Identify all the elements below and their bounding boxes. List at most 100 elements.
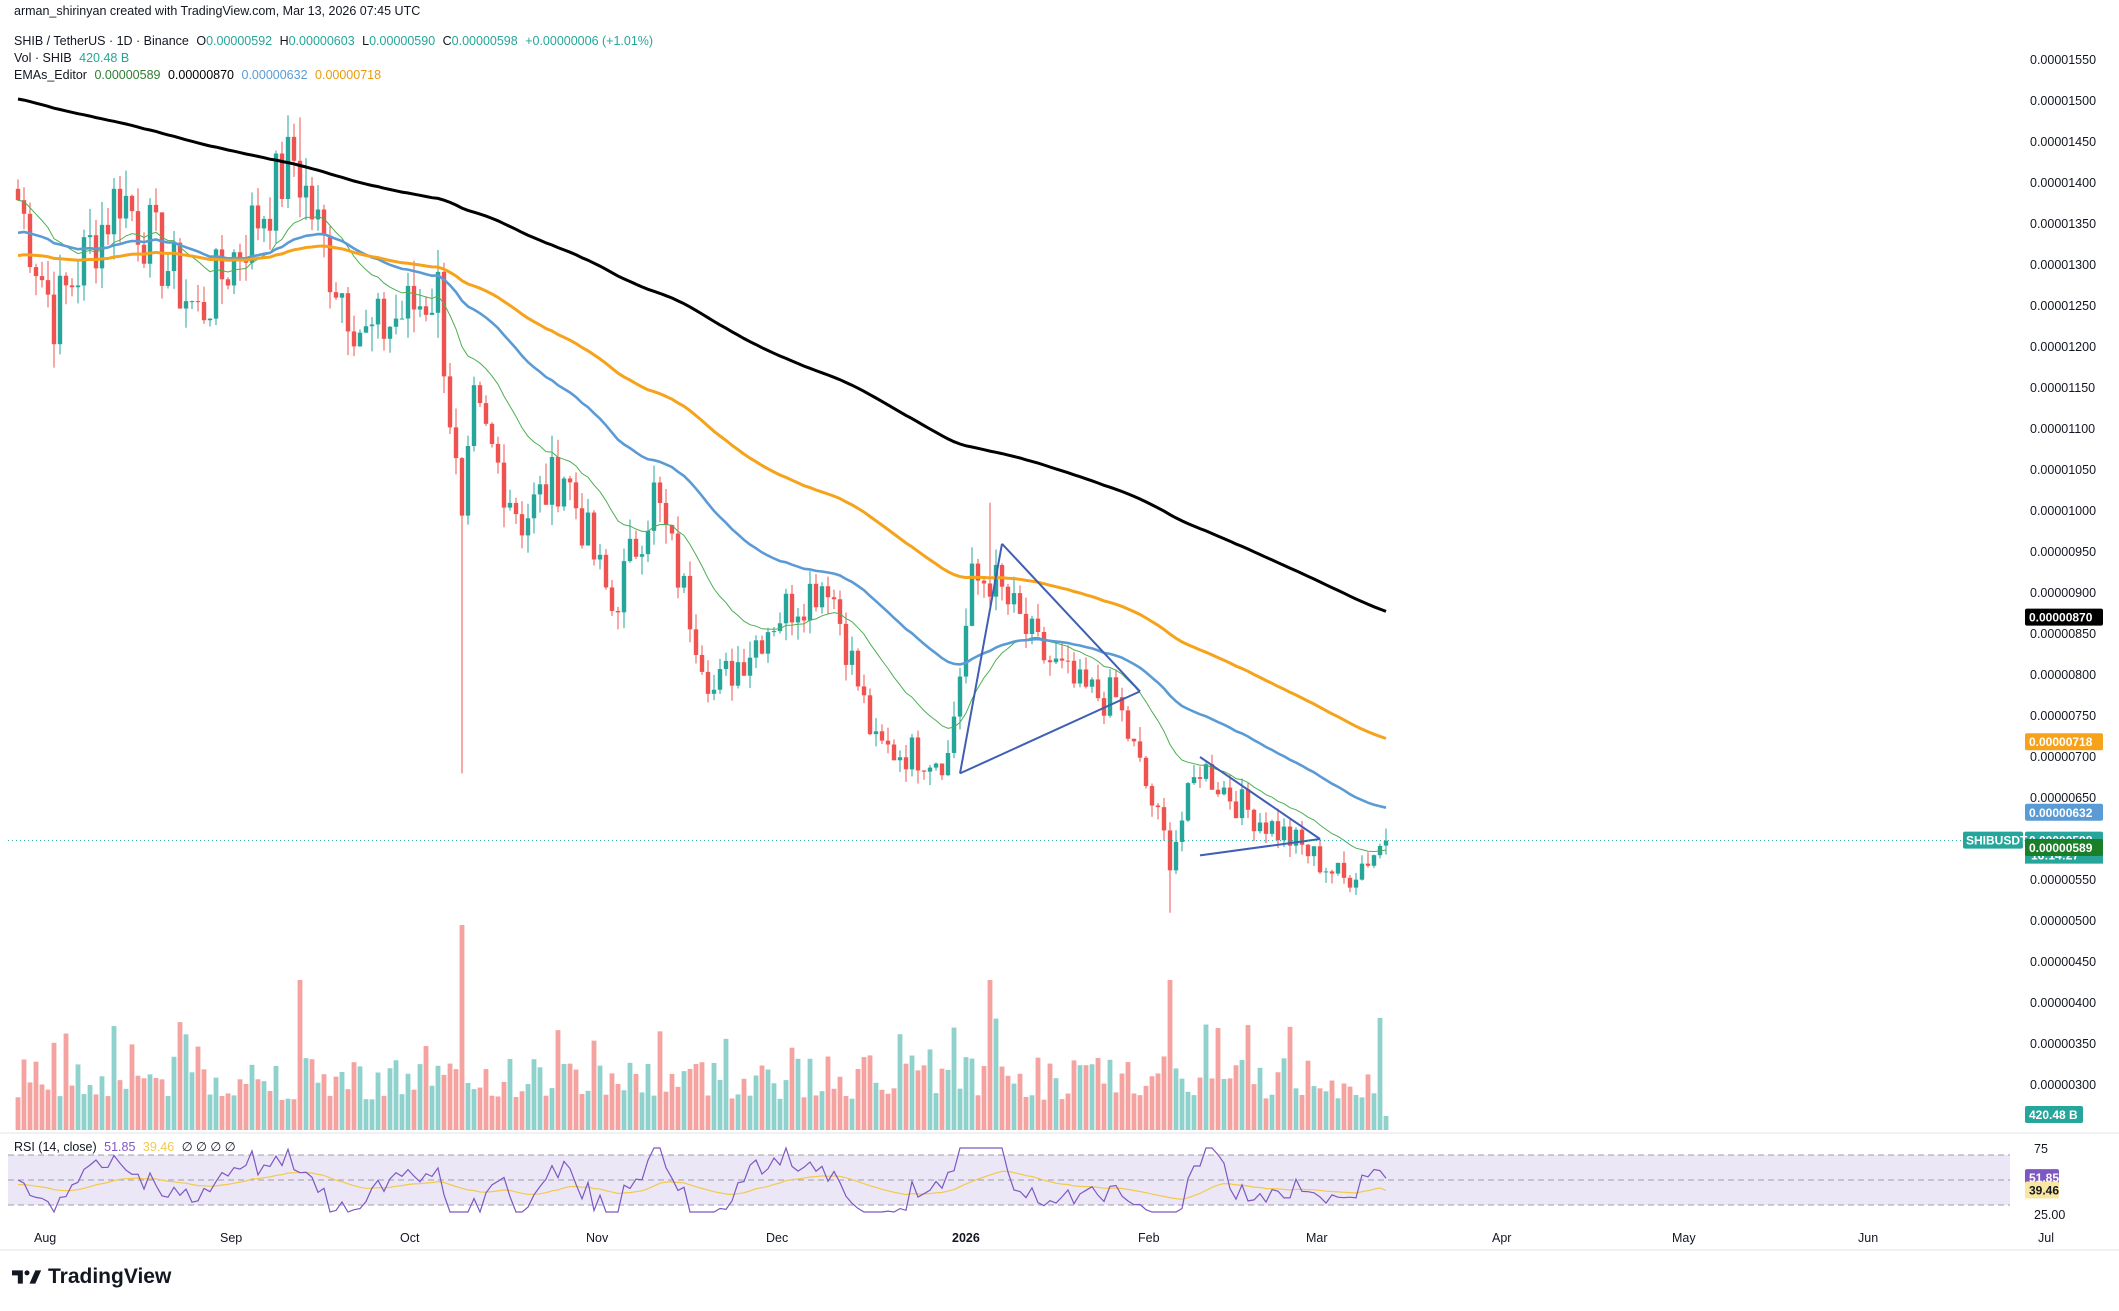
candle-body	[471, 385, 477, 447]
candle-body	[951, 716, 957, 753]
volume-bar	[201, 1069, 207, 1130]
volume-bar	[861, 1057, 867, 1130]
candle-body	[495, 443, 501, 463]
volume-bar	[1137, 1095, 1143, 1130]
volume-bar	[783, 1080, 789, 1130]
volume-bar	[1095, 1057, 1101, 1130]
candle-body	[1233, 801, 1239, 819]
volume-bar	[381, 1095, 387, 1130]
candle-body	[1323, 871, 1329, 873]
candle-body	[1209, 764, 1215, 790]
candle-body	[525, 518, 531, 536]
volume-bar	[729, 1098, 735, 1130]
volume-bar	[357, 1066, 363, 1130]
candle-body	[267, 218, 273, 231]
rsi-axis-label: 75	[2034, 1142, 2048, 1156]
volume-bar	[1305, 1060, 1311, 1130]
candle-body	[1077, 669, 1083, 684]
ema200-value: 0.00000870	[167, 68, 235, 82]
y-tick-label: 0.00000700	[2030, 750, 2096, 764]
candle-body	[585, 512, 591, 546]
low-value: 0.00000590	[369, 34, 436, 48]
volume-bar	[1299, 1095, 1305, 1130]
candle-body	[87, 235, 93, 238]
candle-body	[297, 160, 303, 198]
candle-body	[1089, 679, 1095, 687]
candle-body	[1191, 777, 1197, 784]
volume-bar	[1293, 1088, 1299, 1130]
open-label: O	[196, 34, 207, 48]
volume-bar	[1359, 1097, 1365, 1130]
candle-body	[135, 211, 141, 245]
volume-bar	[483, 1069, 489, 1130]
ema100-tag: 0.00000718	[2029, 735, 2093, 749]
volume-bar	[165, 1096, 171, 1130]
ema50-tag: 0.00000632	[2029, 806, 2093, 820]
volume-bar	[963, 1057, 969, 1130]
candle-body	[315, 209, 321, 220]
candle-body	[825, 586, 831, 598]
rsi-ma-value: 39.46	[142, 1140, 175, 1154]
volume-bar	[1191, 1095, 1197, 1130]
volume-bar	[699, 1062, 705, 1130]
volume-bar	[891, 1088, 897, 1130]
volume-bar	[69, 1085, 75, 1130]
candle-body	[447, 376, 453, 428]
rsi-lines	[17, 1146, 1387, 1214]
candle-body	[771, 631, 777, 633]
ema50-tag-bg	[2025, 803, 2103, 821]
volume-bar	[681, 1071, 687, 1130]
volume-bar	[489, 1095, 495, 1130]
volume-bar	[1167, 980, 1173, 1130]
volume-bar	[399, 1094, 405, 1130]
volume-bar	[771, 1083, 777, 1130]
volume-bar	[1071, 1060, 1077, 1130]
candle-body	[819, 586, 825, 608]
volume-bar	[819, 1091, 825, 1130]
volume-bar	[903, 1063, 909, 1130]
volume-bar	[387, 1068, 393, 1130]
candle-body	[909, 737, 915, 770]
x-tick-label: Jul	[2038, 1231, 2054, 1245]
candle-body	[747, 657, 753, 676]
candle-body	[213, 249, 219, 319]
volume-bar	[423, 1045, 429, 1130]
y-tick-label: 0.00001400	[2030, 176, 2096, 190]
candle-body	[219, 249, 225, 280]
ohlc-close: C0.00000598	[443, 34, 518, 48]
candle-body	[1311, 846, 1317, 857]
volume-bar	[927, 1049, 933, 1130]
volume-bar	[459, 925, 465, 1130]
y-tick-label: 0.00001450	[2030, 135, 2096, 149]
trendlines	[8, 543, 2030, 857]
candle-body	[381, 298, 387, 339]
volume-bar	[909, 1055, 915, 1130]
candle-body	[1215, 789, 1221, 795]
y-tick-label: 0.00001350	[2030, 217, 2096, 231]
candle-body	[897, 757, 903, 761]
candle-body	[837, 599, 843, 624]
trendline	[1199, 756, 1321, 840]
volume-bar	[1047, 1063, 1053, 1130]
candle-body	[639, 554, 645, 557]
volume-bar	[129, 1044, 135, 1130]
candle-body	[543, 484, 549, 505]
volume-bar	[1371, 1093, 1377, 1130]
volume-bar	[765, 1069, 771, 1130]
candle-body	[45, 280, 51, 295]
ema100-value: 0.00000718	[315, 68, 382, 82]
y-tick-label: 0.00000450	[2030, 955, 2096, 969]
volume-bar	[1011, 1083, 1017, 1130]
trendline	[1199, 838, 1321, 857]
volume-bar	[1065, 1093, 1071, 1130]
volume-bar	[1041, 1099, 1047, 1130]
candle-body	[441, 271, 447, 377]
candle-body	[555, 456, 561, 507]
rsi-ma-tag-bg	[2025, 1181, 2059, 1199]
volume-bar	[411, 1089, 417, 1130]
candle-body	[369, 324, 375, 327]
candle-body	[57, 275, 63, 345]
volume-bar	[1083, 1065, 1089, 1130]
volume-bar	[435, 1065, 441, 1130]
